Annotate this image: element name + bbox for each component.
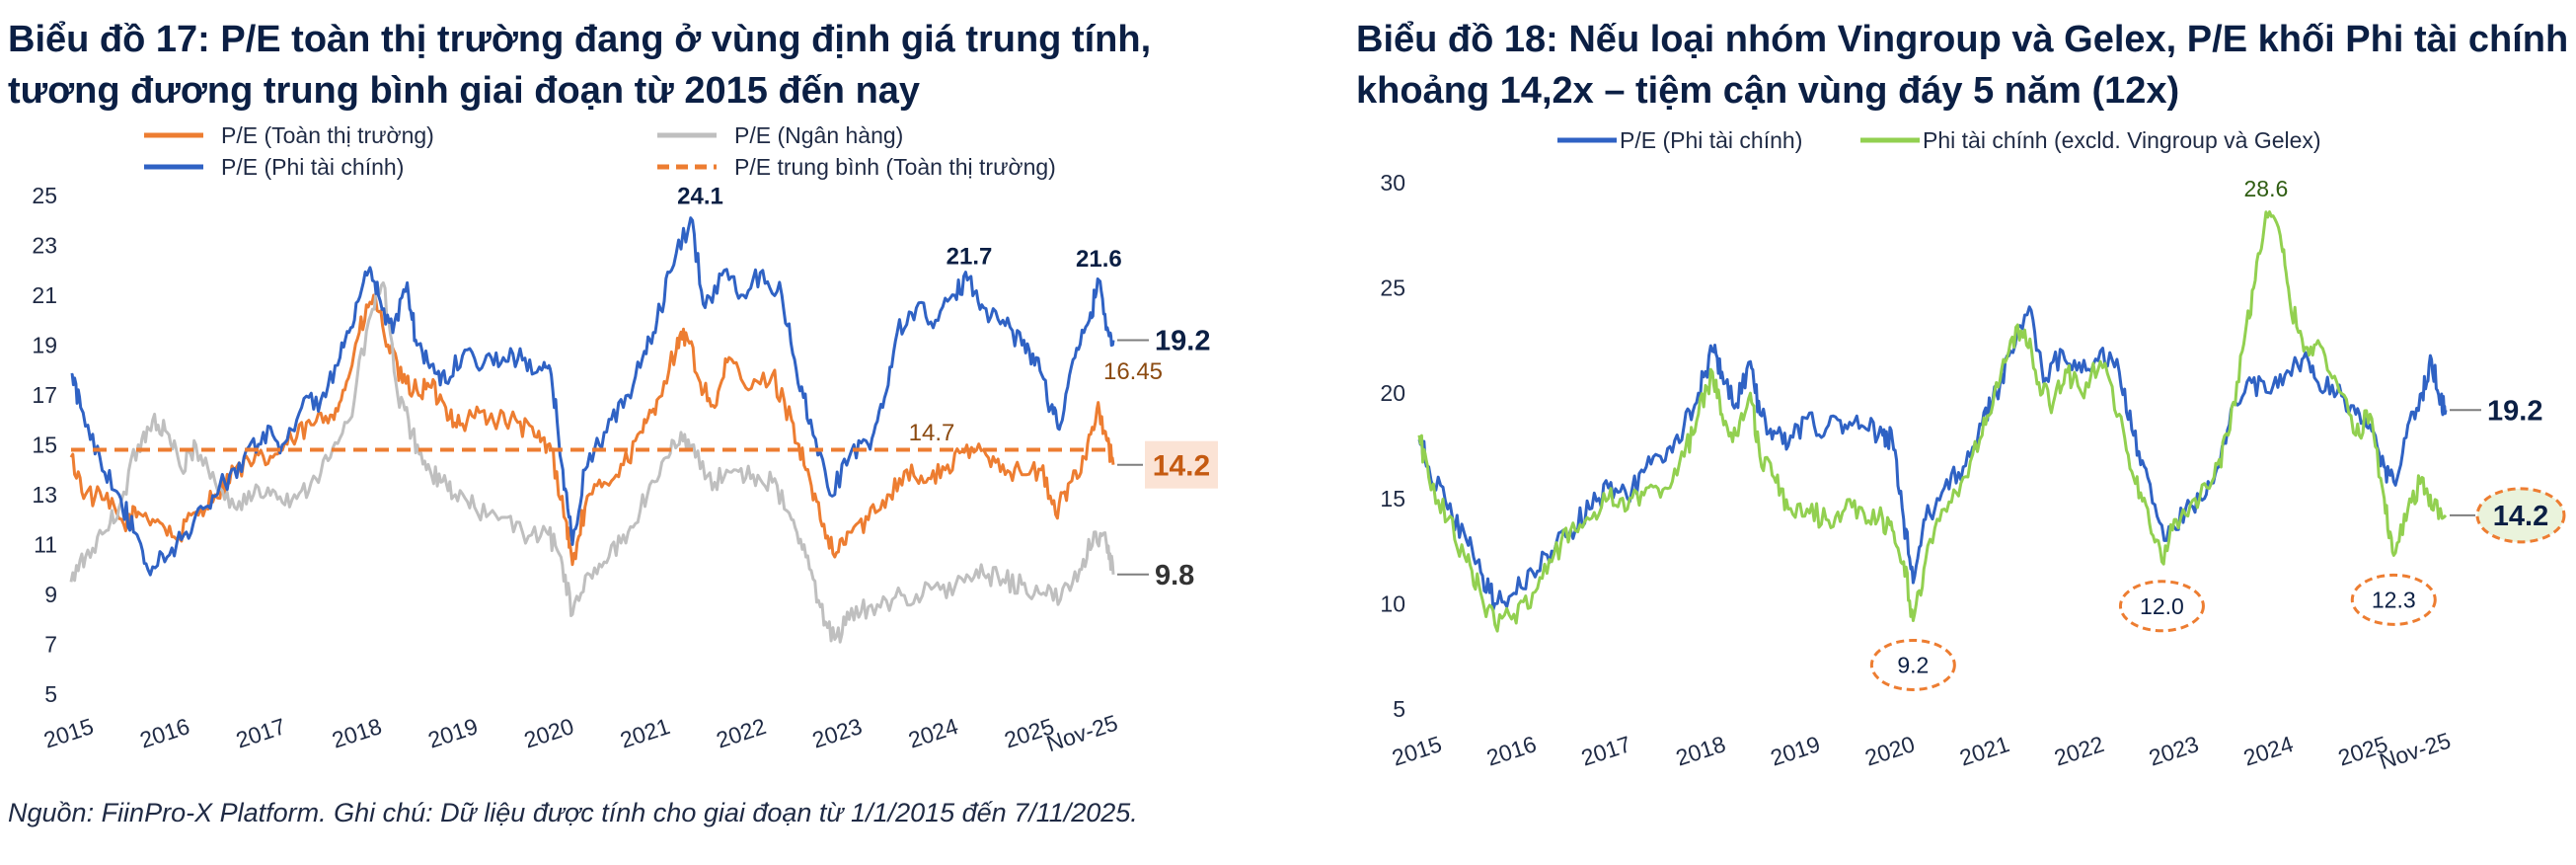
x-tick-label: Nov-25 bbox=[2376, 728, 2454, 775]
y-tick-label: 5 bbox=[44, 681, 57, 707]
callout-box bbox=[1145, 440, 1218, 489]
data-label: 24.1 bbox=[677, 184, 723, 210]
end-label: 14.2 bbox=[1153, 450, 1210, 483]
data-label: 21.6 bbox=[1076, 246, 1122, 273]
legend-label: P/E (Toàn thị trường) bbox=[221, 122, 434, 148]
chart-17-title: Biểu đồ 17: P/E toàn thị trường đang ở v… bbox=[8, 19, 1152, 112]
x-tick-label: 2022 bbox=[2051, 731, 2107, 771]
legend-label: P/E (Phi tài chính) bbox=[221, 154, 404, 180]
x-tick-label: 2024 bbox=[2240, 731, 2297, 771]
legend-label: P/E trung bình (Toàn thị trường) bbox=[734, 154, 1056, 180]
x-tick-label: 2015 bbox=[40, 713, 97, 753]
x-tick-label: 2015 bbox=[1389, 731, 1445, 771]
end-label: 19.2 bbox=[1155, 325, 1210, 356]
y-tick-label: 17 bbox=[32, 382, 57, 408]
data-label: 14.7 bbox=[909, 420, 955, 446]
x-tick-label: 2021 bbox=[1956, 731, 2012, 771]
x-tick-label: 2022 bbox=[713, 713, 769, 753]
x-tick-label: 2019 bbox=[424, 713, 481, 753]
x-tick-label: 2020 bbox=[1861, 731, 1918, 771]
x-tick-label: 2016 bbox=[137, 713, 193, 753]
callout-ellipse bbox=[2475, 487, 2566, 544]
legend-label: P/E (Phi tài chính) bbox=[1620, 127, 1802, 153]
data-label: 28.6 bbox=[2243, 176, 2288, 201]
x-tick-label: 2017 bbox=[1578, 731, 1634, 771]
y-tick-label: 30 bbox=[1380, 170, 1405, 196]
trough-label: 12.3 bbox=[2372, 587, 2416, 612]
y-tick-label: 20 bbox=[1380, 380, 1405, 406]
series-line-phi-t-i-ch-nh-excld-vingroup-v-gelex- bbox=[1417, 210, 2448, 633]
x-tick-label: 2016 bbox=[1483, 731, 1540, 771]
x-tick-label: 2023 bbox=[2146, 731, 2202, 771]
y-tick-label: 25 bbox=[1380, 275, 1405, 301]
series-line-p-e-phi-t-i-ch-nh- bbox=[70, 216, 1115, 577]
series-line-p-e-to-n-th-tr-ng- bbox=[69, 293, 1115, 567]
x-tick-label: 2023 bbox=[809, 713, 866, 753]
legend-label: Phi tài chính (excld. Vingroup và Gelex) bbox=[1923, 127, 2321, 153]
x-tick-label: 2018 bbox=[1673, 731, 1729, 771]
x-tick-label: 2021 bbox=[617, 713, 673, 753]
y-tick-label: 9 bbox=[44, 582, 57, 607]
trough-ellipse bbox=[2350, 573, 2437, 626]
trough-ellipse bbox=[2118, 580, 2205, 633]
x-tick-label: Nov-25 bbox=[1043, 710, 1121, 757]
x-tick-label: 2019 bbox=[1768, 731, 1824, 771]
y-tick-label: 7 bbox=[44, 632, 57, 658]
y-tick-label: 19 bbox=[32, 333, 57, 358]
trough-ellipse bbox=[1869, 638, 1956, 691]
y-tick-label: 5 bbox=[1393, 696, 1405, 722]
y-tick-label: 13 bbox=[32, 482, 57, 508]
chart-18-title: Biểu đồ 18: Nếu loại nhóm Vingroup và Ge… bbox=[1356, 19, 2569, 112]
trough-label: 12.0 bbox=[2140, 593, 2184, 619]
x-tick-label: 2024 bbox=[905, 713, 961, 753]
chart-17: 25 23 21 19 17 15 13 11 9 7 5 2015 2016 2017 2018 2019 2… bbox=[32, 122, 1218, 756]
trough-label: 9.2 bbox=[1897, 652, 1929, 677]
series-line-p-e-ng-n-h-ng- bbox=[69, 280, 1115, 644]
x-tick-label: 2017 bbox=[233, 713, 289, 753]
y-tick-label: 10 bbox=[1380, 590, 1405, 616]
end-label: 9.8 bbox=[1155, 560, 1194, 591]
end-label: 19.2 bbox=[2487, 395, 2542, 427]
x-tick-label: 2018 bbox=[329, 713, 385, 753]
y-tick-label: 15 bbox=[32, 432, 57, 458]
series-line-p-e-phi-t-i-ch-nh- bbox=[1417, 305, 2448, 611]
legend-label: P/E (Ngân hàng) bbox=[734, 122, 903, 148]
x-tick-label: 2020 bbox=[521, 713, 577, 753]
y-tick-label: 15 bbox=[1380, 486, 1405, 511]
y-tick-label: 23 bbox=[32, 233, 57, 259]
data-label: 21.7 bbox=[947, 243, 993, 270]
y-tick-label: 21 bbox=[32, 282, 57, 308]
data-label: 16.45 bbox=[1103, 358, 1163, 385]
y-tick-label: 25 bbox=[32, 183, 57, 208]
y-tick-label: 11 bbox=[34, 532, 57, 558]
source-note: Nguồn: FiinPro-X Platform. Ghi chú: Dữ l… bbox=[8, 798, 1138, 827]
end-label: 14.2 bbox=[2493, 501, 2548, 532]
